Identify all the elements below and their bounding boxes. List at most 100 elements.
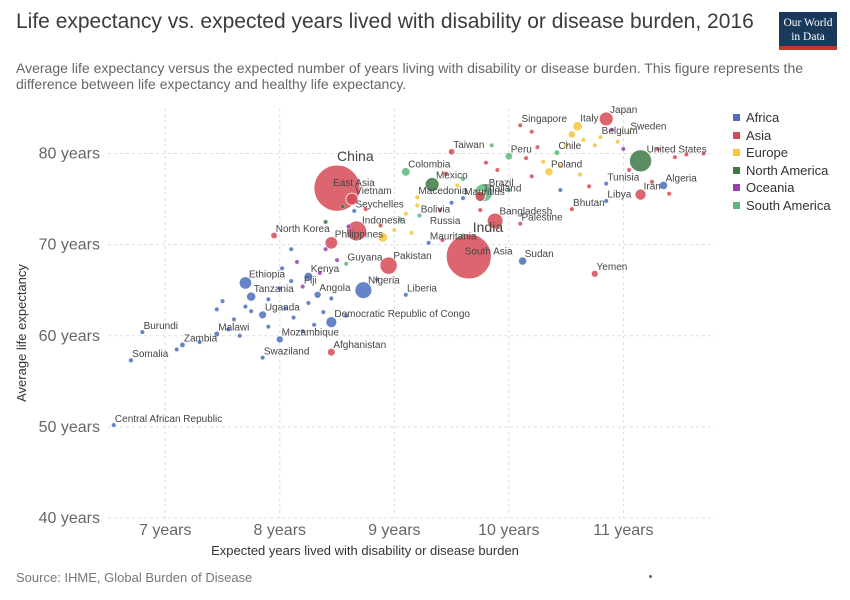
data-point[interactable]: Africa	[237, 333, 243, 339]
data-point[interactable]: Guyana	[343, 261, 349, 267]
data-point[interactable]: Asia	[529, 173, 535, 179]
data-point[interactable]: Europe	[563, 143, 569, 148]
data-point[interactable]: Europe	[615, 139, 621, 145]
data-point[interactable]: Africa	[225, 327, 231, 332]
legend-item[interactable]: North America	[733, 162, 831, 180]
data-point[interactable]: Africa	[279, 266, 285, 271]
data-point[interactable]: Africa	[265, 324, 271, 330]
data-point[interactable]: Asia	[378, 223, 383, 228]
data-point[interactable]: Algeria	[659, 181, 668, 190]
data-point[interactable]: Bhutan	[569, 206, 575, 212]
legend-item[interactable]: Europe	[733, 144, 831, 162]
data-point[interactable]: South America	[397, 216, 403, 222]
data-point[interactable]: Africa	[265, 296, 271, 302]
data-point[interactable]: Indonesia	[346, 220, 367, 242]
data-point[interactable]: Yemen	[591, 270, 599, 278]
data-point[interactable]: Bolivia	[417, 213, 422, 218]
data-point[interactable]: Oceania	[334, 257, 340, 263]
data-point[interactable]: Mozambique	[276, 335, 284, 343]
data-point[interactable]: Palestine	[517, 221, 523, 227]
data-point[interactable]: Asia	[443, 171, 449, 176]
data-point[interactable]: Democratic Republic of Congo	[325, 316, 338, 329]
data-point[interactable]: Macedonia	[414, 194, 420, 200]
data-point[interactable]: Asia	[684, 152, 689, 157]
data-point[interactable]: Europe	[391, 227, 397, 233]
data-point[interactable]: Seychelles	[351, 208, 357, 214]
data-point[interactable]: Europe	[568, 130, 576, 138]
data-point[interactable]: Africa	[288, 246, 294, 252]
data-point[interactable]: Africa	[231, 317, 237, 322]
data-point[interactable]: Asia	[529, 129, 535, 135]
data-point[interactable]: Oceania	[621, 146, 626, 152]
data-point[interactable]: Europe	[377, 232, 389, 243]
data-point[interactable]: Malawi	[214, 331, 220, 337]
data-point[interactable]: Europe	[414, 203, 420, 208]
data-point[interactable]: Africa	[277, 286, 283, 291]
legend-item[interactable]: Oceania	[733, 179, 831, 197]
data-point[interactable]: Europe	[454, 183, 460, 188]
data-point[interactable]: India	[445, 233, 492, 280]
data-point[interactable]: Africa	[320, 309, 326, 315]
data-point[interactable]: Chile	[554, 149, 560, 156]
data-point[interactable]: Oceania	[294, 259, 300, 265]
data-point[interactable]: South America	[506, 187, 512, 193]
data-point[interactable]: Asia	[672, 154, 678, 160]
data-point[interactable]: Oceania	[323, 246, 328, 252]
data-point[interactable]: Asia	[495, 167, 500, 173]
data-point[interactable]: Europe	[409, 230, 414, 236]
data-point[interactable]: Europe	[558, 163, 563, 169]
data-point[interactable]: Peru	[505, 152, 513, 160]
data-point[interactable]: Oceania	[346, 224, 351, 229]
data-point[interactable]: Africa	[449, 200, 454, 206]
data-point[interactable]: Asia	[626, 167, 632, 173]
data-point[interactable]: Africa	[288, 278, 294, 284]
data-point[interactable]: Africa	[220, 298, 225, 304]
data-point[interactable]: Europe	[577, 172, 583, 177]
data-point[interactable]: Japan	[598, 111, 614, 127]
data-point[interactable]: North Korea	[270, 232, 278, 239]
data-point[interactable]: Mauritius	[460, 195, 466, 201]
data-point[interactable]: Europe	[403, 211, 409, 217]
data-point[interactable]: Asia	[363, 206, 369, 212]
data-point[interactable]: Pakistan	[379, 256, 398, 275]
data-point[interactable]: Libya	[603, 198, 609, 204]
data-point[interactable]: Belgium	[598, 134, 603, 140]
data-point[interactable]: United States	[629, 149, 653, 173]
data-point[interactable]: Tanzania	[246, 291, 257, 302]
data-point[interactable]: Swaziland	[260, 355, 265, 360]
data-point[interactable]: Singapore	[517, 122, 523, 128]
data-point[interactable]: Mauritania	[426, 240, 432, 246]
data-point[interactable]: South America	[489, 143, 495, 148]
data-point[interactable]: Asia	[586, 184, 592, 189]
data-point[interactable]: Africa	[374, 276, 380, 282]
data-point[interactable]: Afghanistan	[327, 348, 336, 356]
legend-item[interactable]: Africa	[733, 109, 831, 127]
data-point[interactable]: South America	[460, 233, 466, 238]
data-point[interactable]: Africa	[197, 339, 202, 345]
data-point[interactable]: South America	[460, 176, 466, 182]
data-point[interactable]: Africa	[291, 315, 296, 320]
data-point[interactable]: Iran	[634, 188, 647, 201]
data-point[interactable]: Zambia	[179, 342, 186, 348]
data-point[interactable]: Asia	[437, 207, 443, 213]
data-point[interactable]: Oceania	[609, 127, 615, 133]
data-point[interactable]: Philippines	[324, 236, 339, 250]
data-point[interactable]: Africa	[174, 347, 180, 352]
data-point[interactable]: Africa	[328, 296, 334, 301]
data-point[interactable]: Asia	[440, 237, 445, 243]
data-point[interactable]: Bangladesh	[486, 212, 504, 230]
data-point[interactable]: Europe	[540, 159, 546, 165]
data-point[interactable]: Liberia	[403, 292, 409, 298]
legend-item[interactable]: South America	[733, 197, 831, 215]
legend-item[interactable]: Asia	[733, 127, 831, 145]
data-point[interactable]: Thailand	[474, 190, 486, 202]
data-point[interactable]: Uganda	[258, 310, 268, 320]
data-point[interactable]: Vietnam	[345, 192, 359, 206]
data-point[interactable]: Africa	[558, 187, 563, 193]
data-point[interactable]: Asia	[483, 160, 489, 166]
owid-logo[interactable]: Our World in Data	[779, 12, 837, 50]
data-point[interactable]: Kenya	[303, 271, 314, 282]
data-point[interactable]: Central African Republic	[111, 422, 117, 428]
data-point[interactable]: Poland	[544, 167, 553, 176]
data-point[interactable]: Somalia	[128, 357, 134, 363]
